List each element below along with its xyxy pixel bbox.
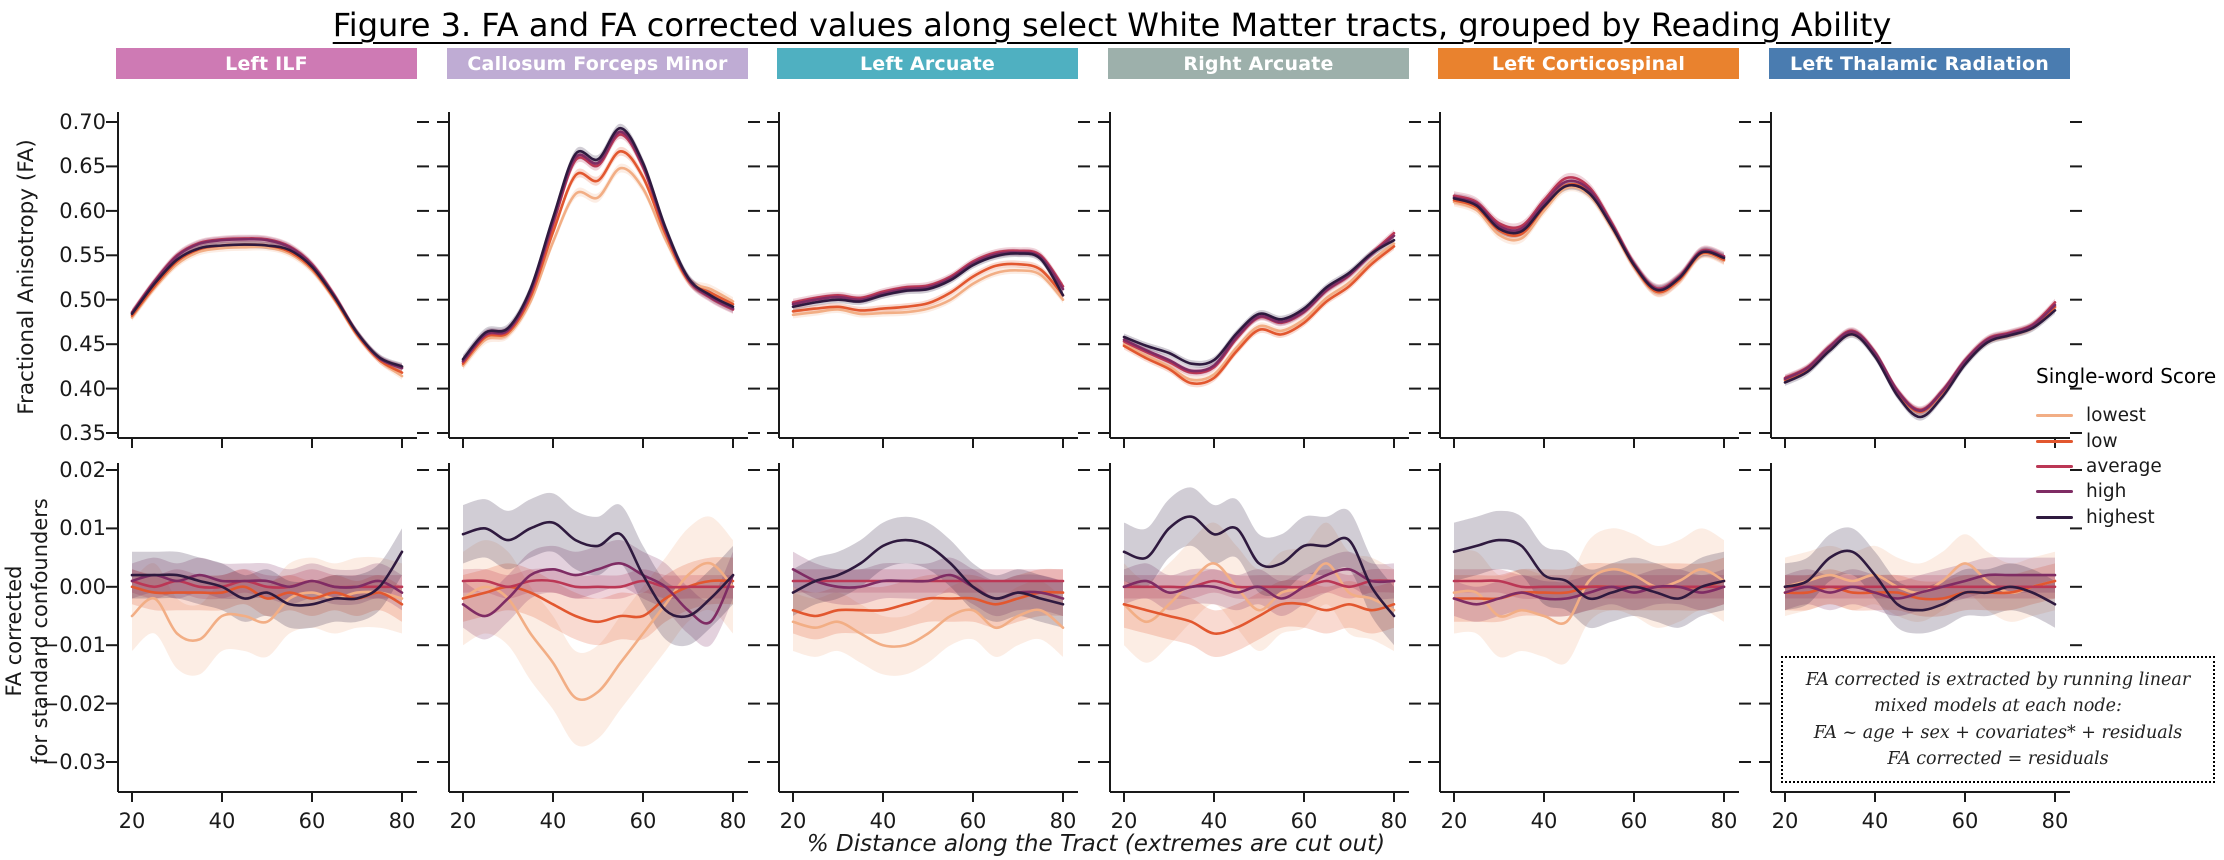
fa-corrected-y-tick: 0.02 xyxy=(59,458,106,482)
fa-y-tick: 0.50 xyxy=(59,287,106,312)
svg-text:40: 40 xyxy=(1531,809,1558,833)
fa-corrected-chart-left-arcuate: 20 40 60 80 xyxy=(767,463,1090,833)
legend-entry-label: low xyxy=(2086,430,2118,452)
fa-corrected-chart-left-corticospinal: 20 40 60 80 xyxy=(1428,463,1751,833)
fa-corrected-y-tick: −0.02 xyxy=(41,691,106,716)
fa-y-tick: 0.60 xyxy=(59,198,106,223)
panel-header-left-arcuate: Left Arcuate xyxy=(777,48,1078,79)
panel-header-callosum-forceps-minor: Callosum Forceps Minor xyxy=(447,48,748,79)
panel-header-left-ilf: Left ILF xyxy=(116,48,417,79)
fa-y-tick: 0.65 xyxy=(59,154,106,179)
fa-corrected-chart-right-arcuate: 20 40 60 80 xyxy=(1098,463,1421,833)
fa-corrected-y-tick: 0.01 xyxy=(59,516,106,541)
legend-entry-highest: highest xyxy=(2036,505,2224,530)
svg-text:80: 80 xyxy=(389,809,416,833)
svg-text:80: 80 xyxy=(1050,809,1077,833)
legend-swatch xyxy=(2036,464,2073,468)
panel-header-right-arcuate: Right Arcuate xyxy=(1108,48,1409,79)
legend-swatch xyxy=(2036,490,2073,494)
svg-text:20: 20 xyxy=(1111,809,1138,833)
svg-text:40: 40 xyxy=(209,809,236,833)
legend: Single-word Score lowest low average high hi… xyxy=(2036,364,2224,530)
legend-entry-lowest: lowest xyxy=(2036,403,2224,428)
svg-text:80: 80 xyxy=(1711,809,1738,833)
svg-text:80: 80 xyxy=(1381,809,1408,833)
svg-text:20: 20 xyxy=(1441,809,1468,833)
svg-text:80: 80 xyxy=(2042,809,2069,833)
fa-corrected-chart-left-ilf: 20 40 60 80 xyxy=(106,463,429,833)
fa-chart-left-thalamic-radiation xyxy=(1759,112,2082,448)
fa-y-tick: 0.45 xyxy=(59,332,106,357)
methods-note: FA corrected is extracted by running lin… xyxy=(1781,656,2215,783)
legend-swatch xyxy=(2036,515,2073,519)
fa-chart-left-ilf xyxy=(106,112,429,448)
svg-text:40: 40 xyxy=(540,809,567,833)
svg-text:60: 60 xyxy=(1621,809,1648,833)
x-axis-label: % Distance along the Tract (extremes are… xyxy=(806,831,1386,857)
legend-entry-label: average xyxy=(2086,455,2162,477)
fa-y-axis-label: Fractional Anisotropy (FA) xyxy=(14,139,39,415)
fa-corrected-y-axis-label: FA corrected for standard confounders xyxy=(2,498,52,764)
svg-text:60: 60 xyxy=(1952,809,1979,833)
fa-corrected-chart-callosum-forceps-minor: 20 40 60 80 xyxy=(437,463,760,833)
fa-corrected-y-tick: −0.01 xyxy=(41,633,106,658)
figure-title: Figure 3. FA and FA corrected values alo… xyxy=(332,6,1892,44)
fa-y-tick: 0.40 xyxy=(59,376,106,401)
legend-entry-low: low xyxy=(2036,428,2224,453)
svg-text:20: 20 xyxy=(450,809,477,833)
fa-chart-left-arcuate xyxy=(767,112,1090,448)
svg-text:20: 20 xyxy=(780,809,807,833)
svg-text:60: 60 xyxy=(630,809,657,833)
svg-text:40: 40 xyxy=(870,809,897,833)
fa-corrected-y-tick: 0.00 xyxy=(59,574,106,599)
fa-chart-callosum-forceps-minor xyxy=(437,112,760,448)
fa-corrected-y-tick: −0.03 xyxy=(41,750,106,774)
legend-entry-label: highest xyxy=(2086,506,2155,528)
legend-entry-high: high xyxy=(2036,479,2224,504)
legend-swatch xyxy=(2036,414,2073,418)
svg-text:40: 40 xyxy=(1862,809,1889,833)
fa-y-tick: 0.70 xyxy=(59,110,106,134)
svg-text:40: 40 xyxy=(1201,809,1228,833)
svg-text:60: 60 xyxy=(299,809,326,833)
fa-y-tick: 0.35 xyxy=(59,421,106,445)
legend-entry-average: average xyxy=(2036,454,2224,479)
legend-entry-label: high xyxy=(2086,481,2127,503)
panel-header-left-thalamic-radiation: Left Thalamic Radiation xyxy=(1769,48,2070,79)
legend-title: Single-word Score xyxy=(2036,364,2217,388)
panel-header-left-corticospinal: Left Corticospinal xyxy=(1438,48,1739,79)
svg-text:20: 20 xyxy=(119,809,146,833)
legend-entries: lowest low average high highest xyxy=(2036,403,2224,530)
svg-text:80: 80 xyxy=(720,809,747,833)
fa-chart-right-arcuate xyxy=(1098,112,1421,448)
fa-y-tick: 0.55 xyxy=(59,243,106,268)
svg-text:20: 20 xyxy=(1772,809,1799,833)
fa-chart-left-corticospinal xyxy=(1428,112,1751,448)
legend-swatch xyxy=(2036,439,2073,443)
svg-text:60: 60 xyxy=(1291,809,1318,833)
legend-entry-label: lowest xyxy=(2086,405,2146,427)
svg-text:60: 60 xyxy=(960,809,987,833)
